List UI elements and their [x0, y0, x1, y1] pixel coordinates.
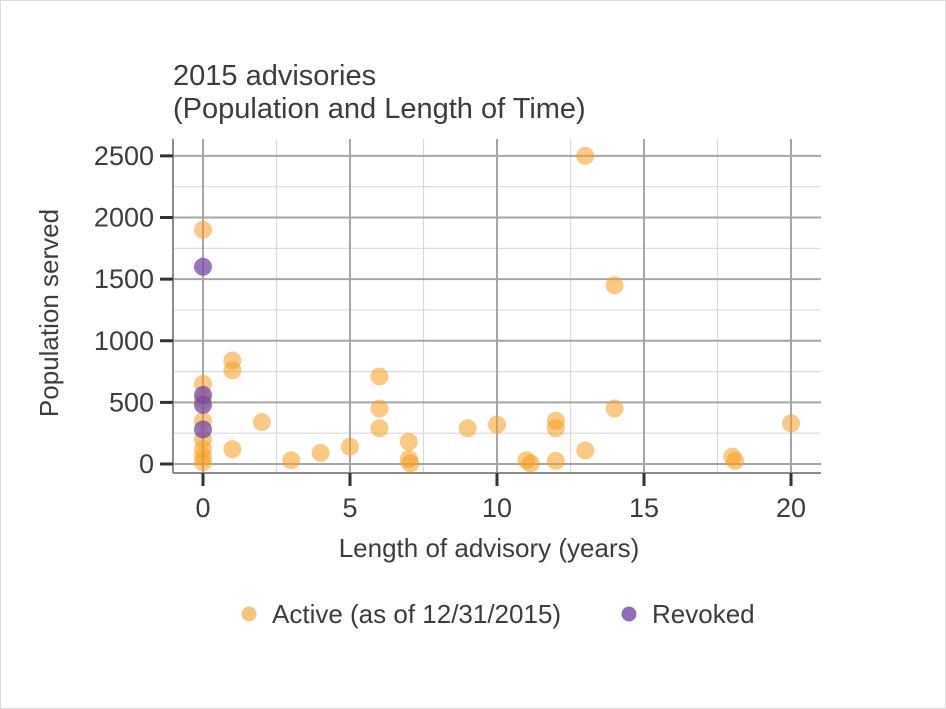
y-axis-tick-labels: 0 500 1000 1500 2000 2500	[94, 141, 154, 479]
x-tick-label: 20	[776, 493, 806, 523]
data-point-active	[546, 419, 565, 438]
legend-label-revoked: Revoked	[652, 599, 755, 629]
y-tick-label: 1500	[94, 264, 154, 294]
x-tick-label: 5	[342, 493, 357, 523]
data-point-active	[605, 399, 624, 418]
y-tick-label: 1000	[94, 326, 154, 356]
legend-marker-active	[241, 606, 257, 622]
data-point-active	[223, 361, 242, 380]
y-tick-label: 2000	[94, 203, 154, 233]
data-point-revoked	[193, 395, 212, 414]
data-point-active	[399, 432, 418, 451]
chart-title: 2015 advisories (Population and Length o…	[173, 60, 586, 125]
x-tick-label: 0	[195, 493, 210, 523]
x-tick-label: 15	[629, 493, 659, 523]
data-point-active	[401, 454, 420, 473]
x-axis-tick-labels: 0 5 10 15 20	[195, 493, 806, 523]
data-point-active	[193, 453, 212, 472]
data-point-active	[340, 437, 359, 456]
y-tick-label: 0	[139, 449, 154, 479]
data-point-revoked	[193, 420, 212, 439]
data-point-active	[546, 451, 565, 470]
data-point-active	[370, 419, 389, 438]
y-tick-label: 500	[109, 387, 154, 417]
data-point-active	[576, 146, 595, 165]
data-point-active	[782, 414, 801, 433]
y-axis-label: Population served	[34, 209, 64, 417]
data-point-active	[282, 451, 301, 470]
data-point-active	[223, 440, 242, 459]
chart-title-line2: (Population and Length of Time)	[173, 93, 586, 125]
data-point-active	[311, 443, 330, 462]
legend: Active (as of 12/31/2015) Revoked	[241, 599, 755, 629]
chart-title-line1: 2015 advisories	[173, 60, 376, 92]
data-point-active	[726, 451, 745, 470]
data-point-active	[458, 419, 477, 438]
data-point-active	[370, 367, 389, 386]
axis-tick-marks	[160, 154, 793, 486]
x-axis-label: Length of advisory (years)	[339, 533, 640, 563]
y-tick-label: 2500	[94, 141, 154, 171]
data-point-active	[521, 454, 540, 473]
x-tick-label: 10	[482, 493, 512, 523]
legend-label-active: Active (as of 12/31/2015)	[272, 599, 561, 629]
data-point-active	[370, 399, 389, 418]
data-point-revoked	[193, 257, 212, 276]
data-point-active	[252, 413, 271, 432]
data-point-active	[193, 220, 212, 239]
legend-marker-revoked	[621, 606, 637, 622]
data-point-active	[488, 415, 506, 434]
data-points-revoked	[193, 257, 212, 439]
data-point-active	[576, 441, 595, 460]
data-point-active	[605, 276, 624, 295]
